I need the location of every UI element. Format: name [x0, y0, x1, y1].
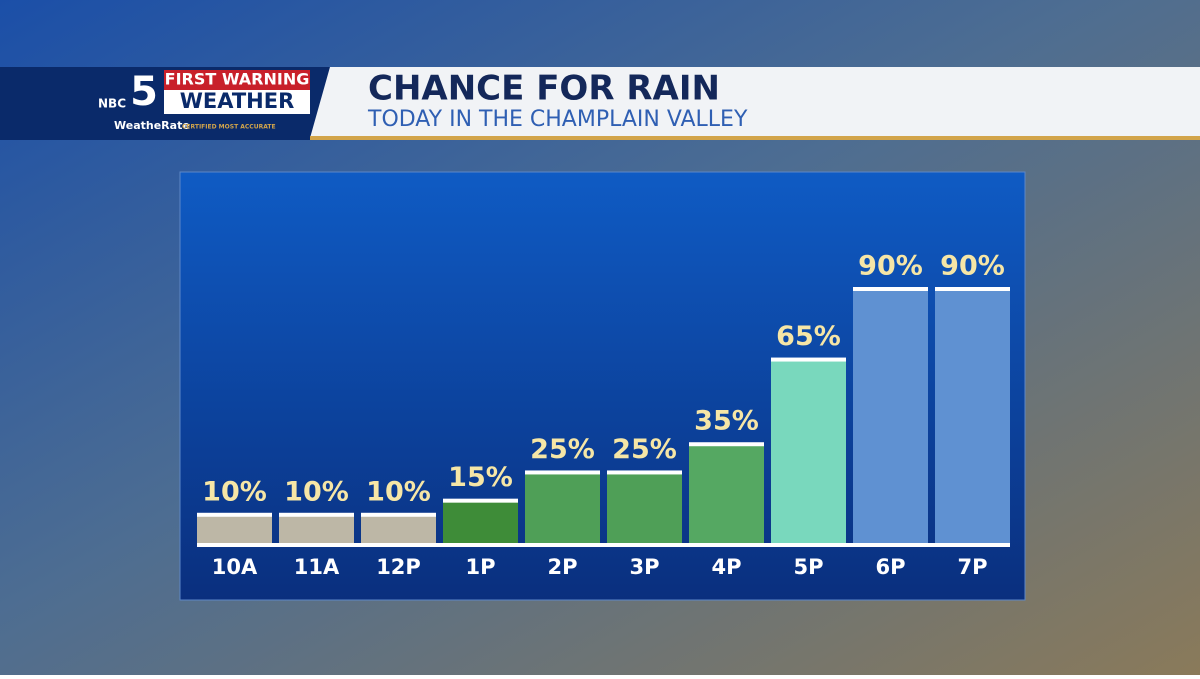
bar-cap	[361, 512, 436, 517]
logo-badge-note: CERTIFIED MOST ACCURATE	[182, 124, 276, 131]
value-label: 15%	[448, 462, 513, 493]
logo-network: NBC	[98, 97, 126, 111]
logo-badge: WeatheRate	[114, 119, 190, 132]
logo-red	[164, 70, 310, 90]
value-label: 35%	[694, 406, 759, 437]
logo-channel: 5	[130, 69, 158, 115]
logo-white	[164, 90, 310, 114]
value-label: 10%	[366, 476, 431, 507]
bar-cap	[853, 287, 928, 291]
bar	[607, 472, 682, 543]
x-tick-label: 7P	[957, 555, 987, 579]
plot: 10% 10A 10% 11A 10% 12P 15% 1P 25% 2P 25% 3P 35% 4P 65…	[197, 251, 1010, 579]
bar	[197, 514, 272, 543]
bar	[361, 514, 436, 543]
bar-cap	[443, 498, 518, 503]
x-tick-label: 12P	[376, 555, 421, 579]
bar	[935, 289, 1010, 543]
bar	[525, 472, 600, 543]
bar-cap	[935, 287, 1010, 291]
bar	[771, 359, 846, 543]
x-tick-label: 6P	[875, 555, 905, 579]
logo-line1: FIRST WARNING	[165, 70, 310, 89]
bar	[689, 444, 764, 543]
x-tick-label: 2P	[547, 555, 577, 579]
logo-line2: WEATHER	[180, 89, 295, 113]
x-tick-label: 11A	[294, 555, 340, 579]
bar-cap	[607, 470, 682, 475]
baseline	[197, 543, 1010, 547]
value-label: 10%	[284, 476, 349, 507]
value-label: 10%	[202, 476, 267, 507]
value-label: 90%	[858, 251, 923, 282]
x-tick-label: 10A	[212, 555, 258, 579]
x-tick-label: 3P	[629, 555, 659, 579]
x-tick-label: 5P	[793, 555, 823, 579]
value-label: 25%	[612, 434, 677, 465]
value-label: 25%	[530, 434, 595, 465]
bar-cap	[279, 512, 354, 517]
chart-title: CHANCE FOR RAIN	[368, 69, 720, 109]
bar	[443, 500, 518, 543]
bar-cap	[771, 357, 846, 362]
bar-cap	[689, 442, 764, 447]
value-label: 65%	[776, 321, 841, 352]
chart-subtitle: TODAY IN THE CHAMPLAIN VALLEY	[367, 107, 748, 132]
banner-rule	[310, 136, 1200, 140]
title-banner	[310, 67, 1200, 138]
bar	[279, 514, 354, 543]
bar-cap	[525, 470, 600, 475]
bar-cap	[197, 512, 272, 517]
bar	[853, 289, 928, 543]
value-label: 90%	[940, 251, 1005, 282]
x-tick-label: 1P	[465, 555, 495, 579]
x-tick-label: 4P	[711, 555, 741, 579]
